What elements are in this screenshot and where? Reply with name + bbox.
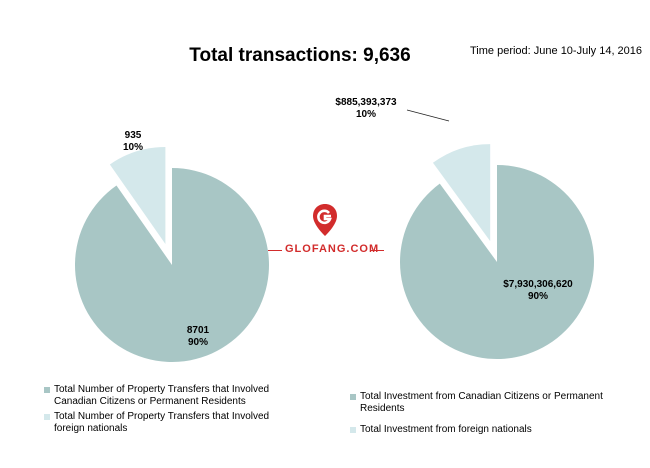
legend-swatch [350, 394, 356, 400]
watermark-line-right [370, 250, 384, 251]
legend-swatch [350, 427, 356, 433]
pie-slice-minor [432, 144, 491, 242]
legend-label: Total Number of Property Transfers that … [54, 384, 270, 407]
pie-chart-investment: $7,930,306,620 90% $885,393,373 10% [335, 97, 594, 359]
legend-label: Total Investment from Canadian Citizens … [360, 391, 603, 414]
watermark-line-left [268, 250, 282, 251]
legend-item: Total Investment from Canadian Citizens … [350, 391, 640, 415]
legend-item: Total Investment from foreign nationals [350, 424, 640, 436]
pie-slice-minor [109, 147, 166, 245]
legend-investment: Total Investment from Canadian Citizens … [350, 391, 640, 439]
page-title: Total transactions: 9,636 [189, 45, 411, 66]
legend-item: Total Number of Property Transfers that … [44, 384, 284, 408]
data-label-minor: 935 10% [123, 130, 143, 153]
legend-swatch [44, 414, 50, 420]
watermark-text: GLOFANG.COM [285, 243, 380, 255]
legend-transfers: Total Number of Property Transfers that … [44, 384, 284, 438]
data-label-major: $7,930,306,620 90% [503, 279, 573, 302]
leader-line [406, 109, 450, 122]
data-label-major: 8701 90% [187, 325, 210, 348]
legend-label: Total Investment from foreign nationals [360, 424, 532, 435]
pie-slice-major [400, 165, 594, 359]
data-label-minor: $885,393,373 10% [335, 97, 397, 120]
pie-slice-major [74, 168, 269, 362]
legend-label: Total Number of Property Transfers that … [54, 411, 270, 434]
legend-item: Total Number of Property Transfers that … [44, 411, 284, 435]
glofang-logo-icon [313, 204, 337, 236]
legend-swatch [44, 387, 50, 393]
pie-chart-transfers: 8701 90% 935 10% [74, 130, 269, 362]
time-period-label: Time period: June 10-July 14, 2016 [470, 45, 643, 57]
